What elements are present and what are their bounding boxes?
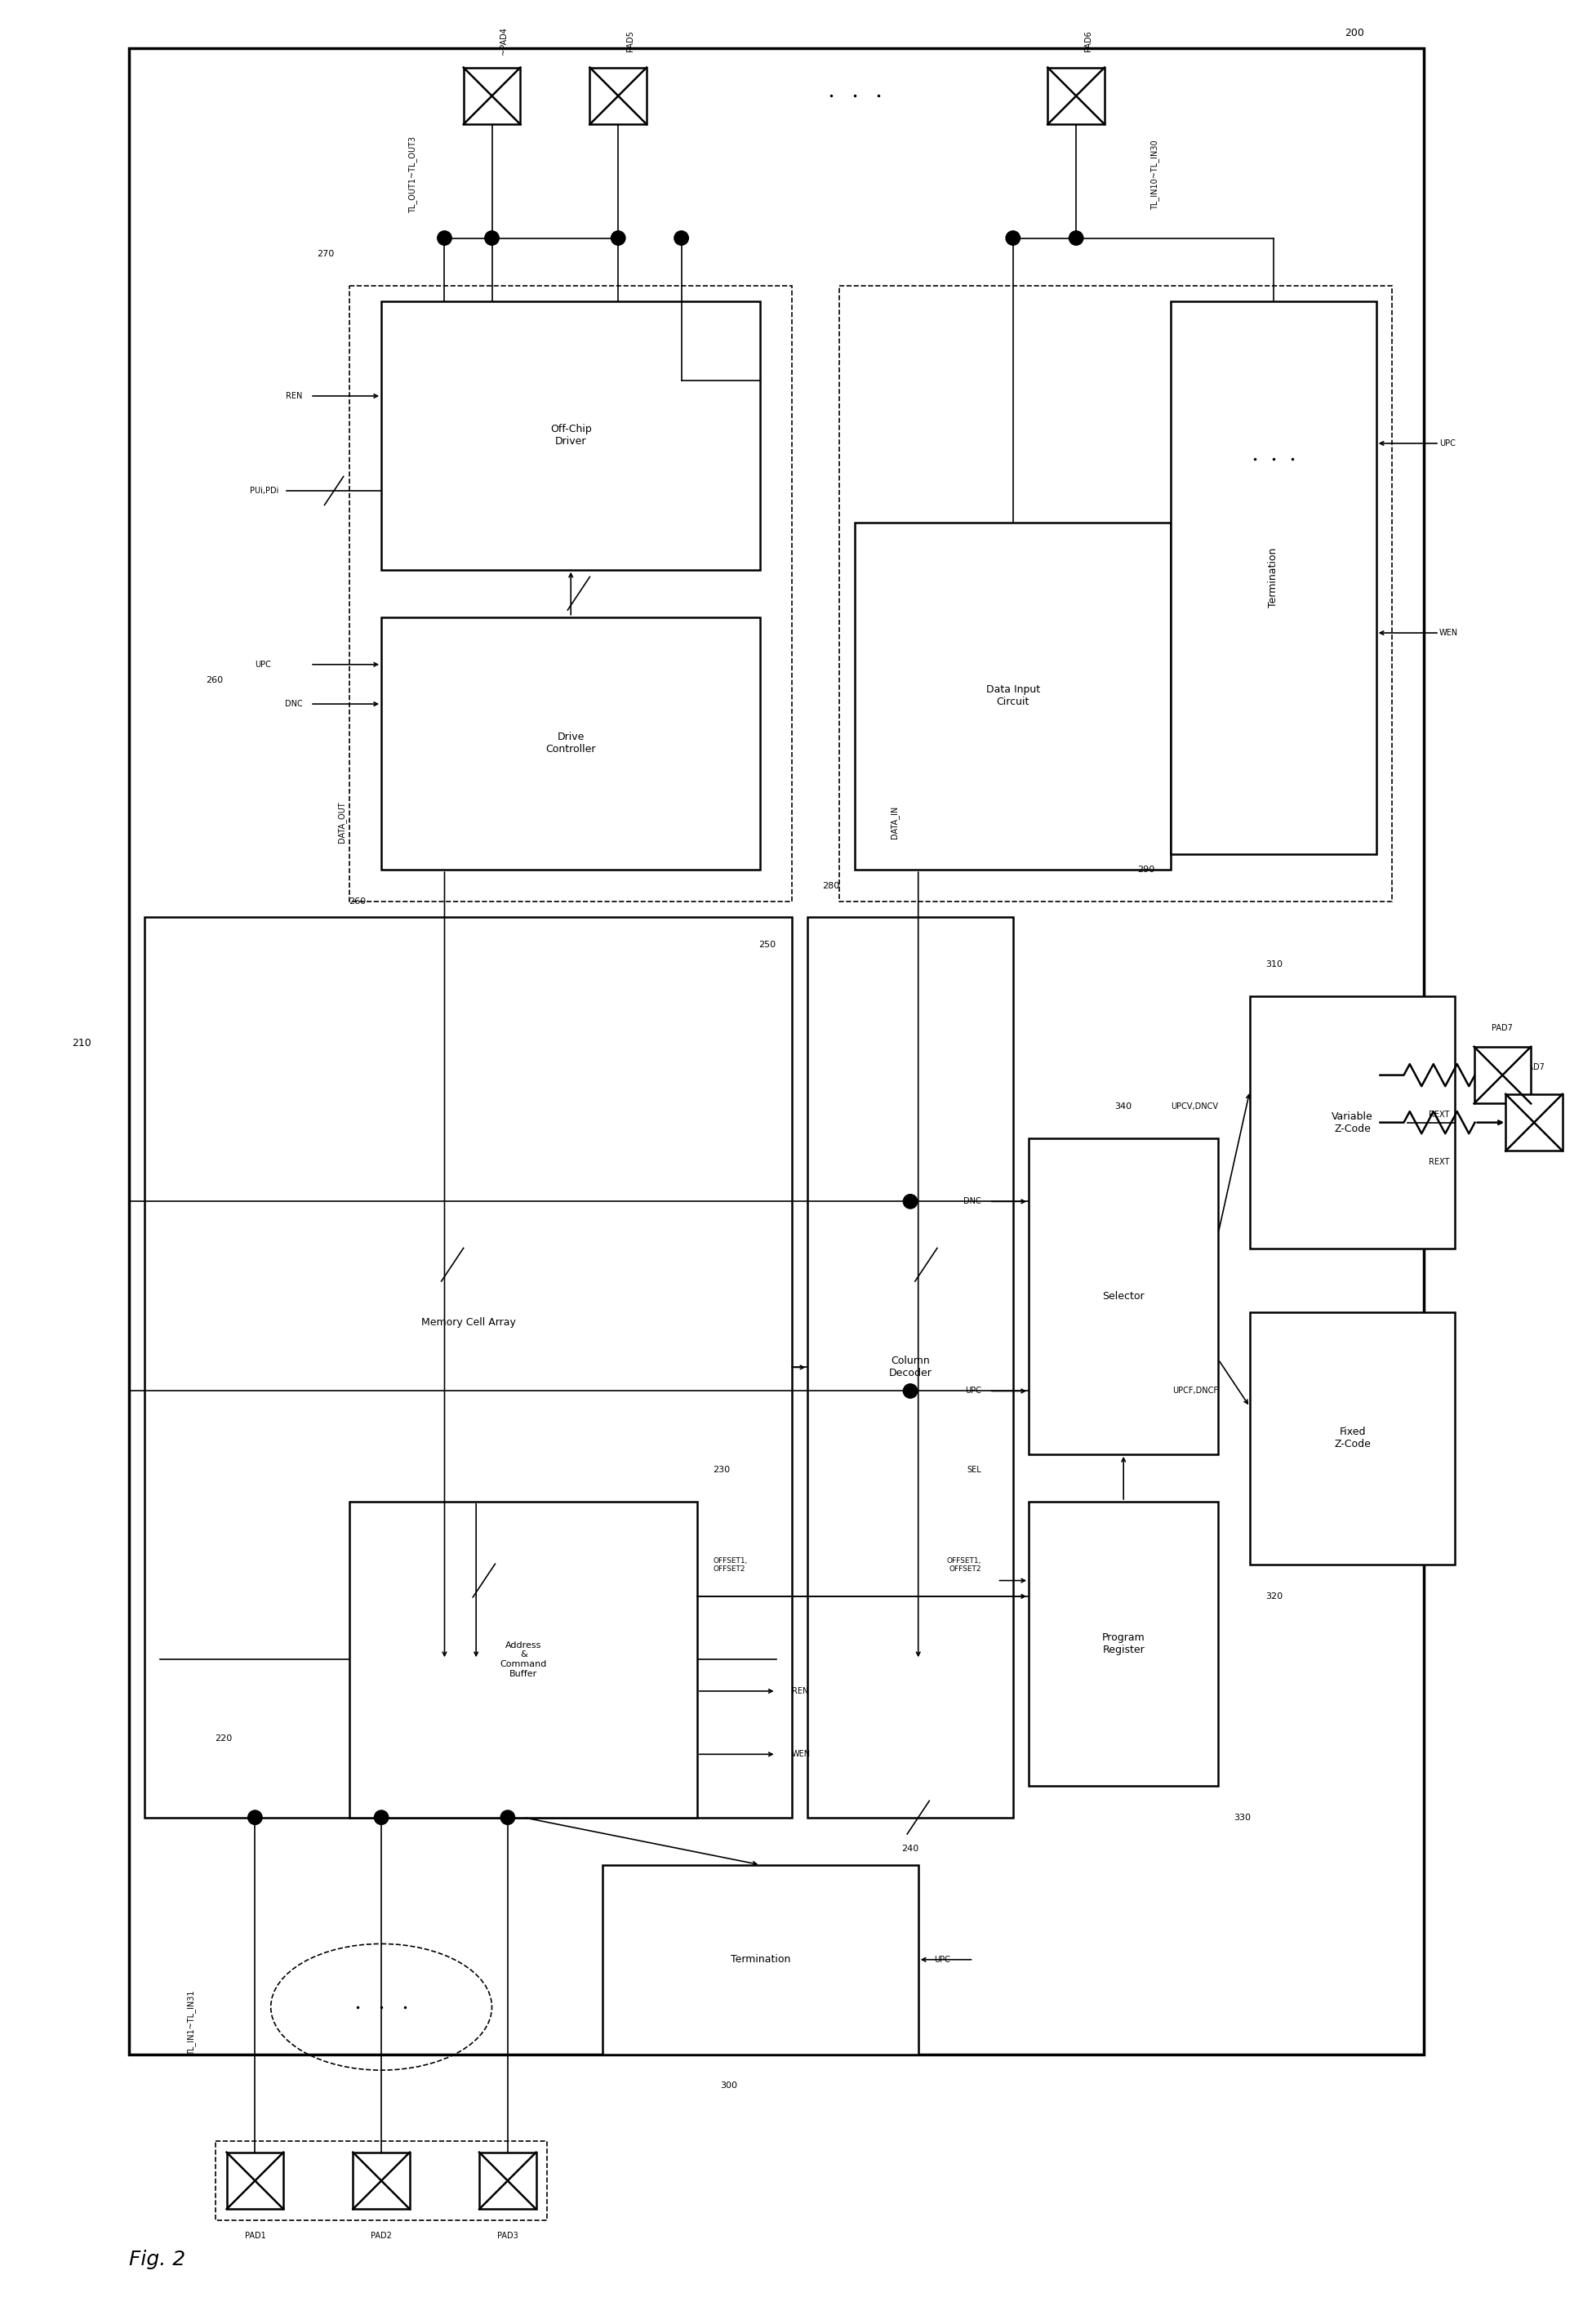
Text: 330: 330 xyxy=(1233,1813,1251,1822)
Text: WEN: WEN xyxy=(1439,630,1458,637)
Circle shape xyxy=(500,1810,514,1824)
Text: 340: 340 xyxy=(1114,1102,1132,1111)
Text: UPC: UPC xyxy=(964,1387,981,1394)
Text: REXT: REXT xyxy=(1428,1111,1448,1118)
Text: Data Input
Circuit: Data Input Circuit xyxy=(986,686,1040,706)
Bar xyxy=(353,2152,410,2210)
Circle shape xyxy=(902,1195,917,1208)
Bar xyxy=(144,918,792,1817)
Text: Drive
Controller: Drive Controller xyxy=(546,732,595,755)
Text: Fixed
Z-Code: Fixed Z-Code xyxy=(1333,1427,1369,1450)
Text: UPC: UPC xyxy=(255,660,271,669)
Text: PAD7: PAD7 xyxy=(1523,1062,1543,1071)
Text: PAD7: PAD7 xyxy=(1491,1023,1512,1032)
Text: Address
&
Command
Buffer: Address & Command Buffer xyxy=(500,1641,546,1678)
Text: 200: 200 xyxy=(1344,28,1363,37)
Bar xyxy=(807,918,1013,1817)
Text: ~PAD4: ~PAD4 xyxy=(500,28,508,53)
Bar xyxy=(382,302,760,569)
Text: WEN: WEN xyxy=(792,1750,810,1759)
Text: 320: 320 xyxy=(1265,1592,1282,1601)
Text: TL_IN10~TL_IN30: TL_IN10~TL_IN30 xyxy=(1149,139,1159,209)
Bar xyxy=(855,523,1170,869)
Text: PAD1: PAD1 xyxy=(244,2231,266,2240)
Text: Termination: Termination xyxy=(1268,548,1277,607)
Bar xyxy=(480,2152,535,2210)
Text: PAD3: PAD3 xyxy=(497,2231,518,2240)
Text: Selector: Selector xyxy=(1102,1290,1145,1301)
Text: REXT: REXT xyxy=(1428,1157,1448,1167)
Bar xyxy=(1029,1501,1217,1785)
Text: 220: 220 xyxy=(215,1734,233,1743)
Bar xyxy=(128,49,1423,2054)
Bar xyxy=(589,67,646,123)
Text: REN: REN xyxy=(285,393,302,400)
Circle shape xyxy=(611,230,625,244)
Text: 270: 270 xyxy=(317,249,334,258)
Text: 240: 240 xyxy=(901,1845,918,1852)
Text: DNC: DNC xyxy=(285,700,302,709)
Text: 260: 260 xyxy=(348,897,366,906)
Text: Program
Register: Program Register xyxy=(1102,1631,1145,1655)
Bar xyxy=(350,286,792,902)
Text: Column
Decoder: Column Decoder xyxy=(888,1355,931,1378)
Bar xyxy=(215,2140,546,2219)
Text: PAD6: PAD6 xyxy=(1083,30,1092,51)
Text: Variable
Z-Code: Variable Z-Code xyxy=(1331,1111,1372,1134)
Bar xyxy=(350,1501,697,1817)
Text: TL_OUT1~TL_OUT3: TL_OUT1~TL_OUT3 xyxy=(408,137,418,214)
Bar xyxy=(1249,1313,1455,1564)
Text: 250: 250 xyxy=(758,941,776,948)
Circle shape xyxy=(1069,230,1083,244)
Bar xyxy=(464,67,521,123)
Bar xyxy=(1505,1095,1562,1150)
Circle shape xyxy=(374,1810,388,1824)
Circle shape xyxy=(484,230,499,244)
Text: Off-Chip
Driver: Off-Chip Driver xyxy=(549,423,592,446)
Text: UPCF,DNCF: UPCF,DNCF xyxy=(1171,1387,1217,1394)
Text: TL_IN1~TL_IN31: TL_IN1~TL_IN31 xyxy=(187,1989,196,2054)
Text: UPC: UPC xyxy=(934,1954,950,1964)
Text: 260: 260 xyxy=(206,676,223,683)
Text: DATA_IN: DATA_IN xyxy=(890,806,899,839)
Text: OFFSET1,
OFFSET2: OFFSET1, OFFSET2 xyxy=(712,1557,747,1573)
Circle shape xyxy=(902,1383,917,1399)
Text: 290: 290 xyxy=(1137,867,1154,874)
Text: Fig. 2: Fig. 2 xyxy=(128,2250,185,2271)
Text: PAD2: PAD2 xyxy=(370,2231,391,2240)
Circle shape xyxy=(249,1810,263,1824)
Bar xyxy=(1029,1139,1217,1455)
Bar xyxy=(1249,997,1455,1248)
Text: OFFSET1,
OFFSET2: OFFSET1, OFFSET2 xyxy=(947,1557,981,1573)
Circle shape xyxy=(674,230,689,244)
Text: 310: 310 xyxy=(1265,960,1282,969)
Text: DNC: DNC xyxy=(962,1197,981,1206)
Bar xyxy=(1170,302,1376,853)
Text: SEL: SEL xyxy=(966,1466,981,1473)
Text: 300: 300 xyxy=(720,2082,738,2089)
Bar xyxy=(1474,1046,1531,1104)
Text: UPCV,DNCV: UPCV,DNCV xyxy=(1170,1102,1217,1111)
Bar xyxy=(1048,67,1103,123)
Text: Memory Cell Array: Memory Cell Array xyxy=(421,1318,514,1327)
Bar xyxy=(382,618,760,869)
Text: 280: 280 xyxy=(822,881,839,890)
Text: DATA_OUT: DATA_OUT xyxy=(337,802,347,844)
Text: Termination: Termination xyxy=(730,1954,790,1964)
Text: REN: REN xyxy=(792,1687,809,1694)
Text: UPC: UPC xyxy=(1439,439,1455,449)
Text: PUi,PDi: PUi,PDi xyxy=(250,486,279,495)
Bar xyxy=(839,286,1391,902)
Circle shape xyxy=(1005,230,1019,244)
Text: PAD5: PAD5 xyxy=(625,30,633,51)
Text: 210: 210 xyxy=(71,1039,90,1048)
Bar xyxy=(226,2152,283,2210)
Text: 230: 230 xyxy=(712,1466,730,1473)
Circle shape xyxy=(437,230,451,244)
Bar xyxy=(602,1864,918,2054)
